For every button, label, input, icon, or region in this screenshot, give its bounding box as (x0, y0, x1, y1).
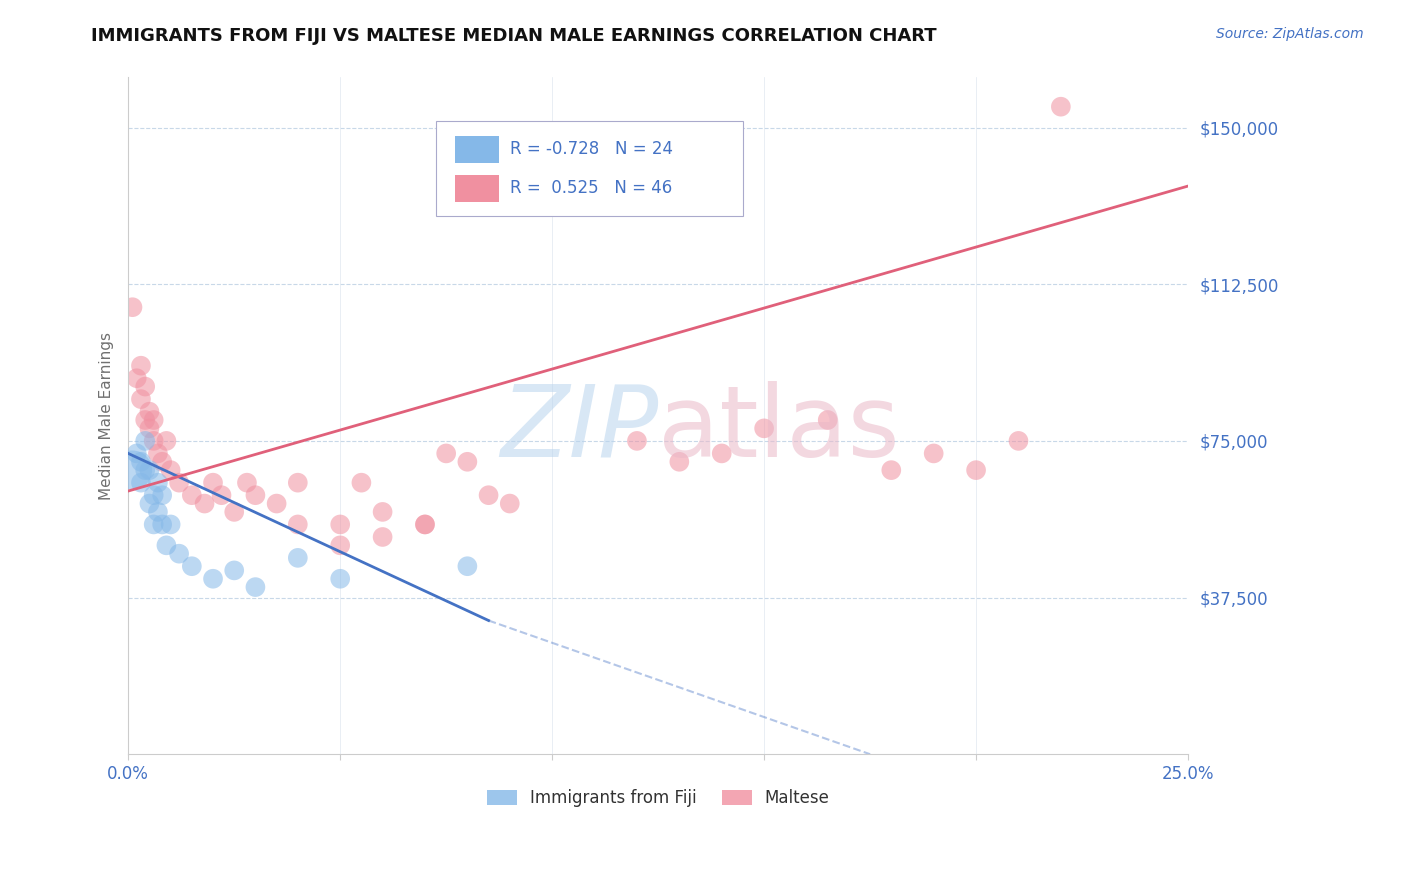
Point (752, 421, 775, 435)
Point (150, 488, 173, 502)
Point (413, 517, 436, 532)
Text: R = -0.728   N = 24: R = -0.728 N = 24 (510, 140, 673, 159)
Point (146, 505, 169, 519)
Point (880, 463, 903, 477)
Point (329, 517, 352, 532)
Text: Source: ZipAtlas.com: Source: ZipAtlas.com (1216, 27, 1364, 41)
Point (180, 559, 202, 574)
Point (236, 475, 259, 490)
Y-axis label: Median Male Earnings: Median Male Earnings (100, 332, 114, 500)
Point (1050, 100, 1073, 114)
Point (329, 538, 352, 552)
Point (150, 517, 173, 532)
Point (224, 563, 246, 577)
Point (965, 463, 987, 477)
Text: IMMIGRANTS FROM FIJI VS MALTESE MEDIAN MALE EARNINGS CORRELATION CHART: IMMIGRANTS FROM FIJI VS MALTESE MEDIAN M… (91, 27, 936, 45)
FancyBboxPatch shape (454, 136, 499, 163)
Point (142, 517, 165, 532)
Point (245, 488, 267, 502)
Point (287, 517, 309, 532)
Text: R =  0.525   N = 46: R = 0.525 N = 46 (510, 179, 672, 197)
Point (245, 580, 267, 594)
Point (413, 517, 436, 532)
Point (134, 413, 156, 427)
Point (129, 392, 152, 406)
Text: ZIP: ZIP (501, 381, 658, 478)
FancyBboxPatch shape (454, 175, 499, 202)
Point (817, 413, 839, 427)
Point (155, 538, 177, 552)
Point (287, 550, 309, 565)
Point (146, 475, 169, 490)
Point (287, 475, 309, 490)
Point (129, 455, 152, 469)
Point (477, 488, 499, 502)
Point (499, 497, 522, 511)
Point (167, 547, 190, 561)
Point (371, 505, 394, 519)
Legend: Immigrants from Fiji, Maltese: Immigrants from Fiji, Maltese (479, 782, 837, 814)
Point (266, 497, 288, 511)
Point (626, 434, 648, 448)
Point (138, 404, 160, 418)
Point (142, 413, 165, 427)
Point (134, 379, 156, 393)
Point (121, 300, 143, 314)
Point (129, 359, 152, 373)
Point (134, 463, 156, 477)
Point (167, 475, 190, 490)
Point (138, 421, 160, 435)
Point (456, 455, 478, 469)
Point (125, 371, 148, 385)
Point (456, 559, 478, 574)
Point (138, 497, 160, 511)
Point (202, 475, 225, 490)
FancyBboxPatch shape (436, 121, 742, 216)
Point (1007, 434, 1029, 448)
Point (434, 446, 457, 460)
Point (150, 455, 173, 469)
Point (159, 463, 181, 477)
Point (121, 463, 143, 477)
Point (138, 463, 160, 477)
Point (668, 455, 690, 469)
Point (922, 446, 945, 460)
Point (202, 572, 225, 586)
Point (193, 497, 215, 511)
Point (159, 517, 181, 532)
Point (142, 488, 165, 502)
Point (129, 475, 152, 490)
Point (224, 505, 246, 519)
Point (155, 434, 177, 448)
Point (146, 446, 169, 460)
Point (371, 530, 394, 544)
Point (180, 488, 202, 502)
Point (329, 572, 352, 586)
Point (125, 446, 148, 460)
Point (142, 434, 165, 448)
Point (211, 488, 233, 502)
Text: atlas: atlas (658, 381, 900, 478)
Point (134, 434, 156, 448)
Point (350, 475, 373, 490)
Point (710, 446, 733, 460)
